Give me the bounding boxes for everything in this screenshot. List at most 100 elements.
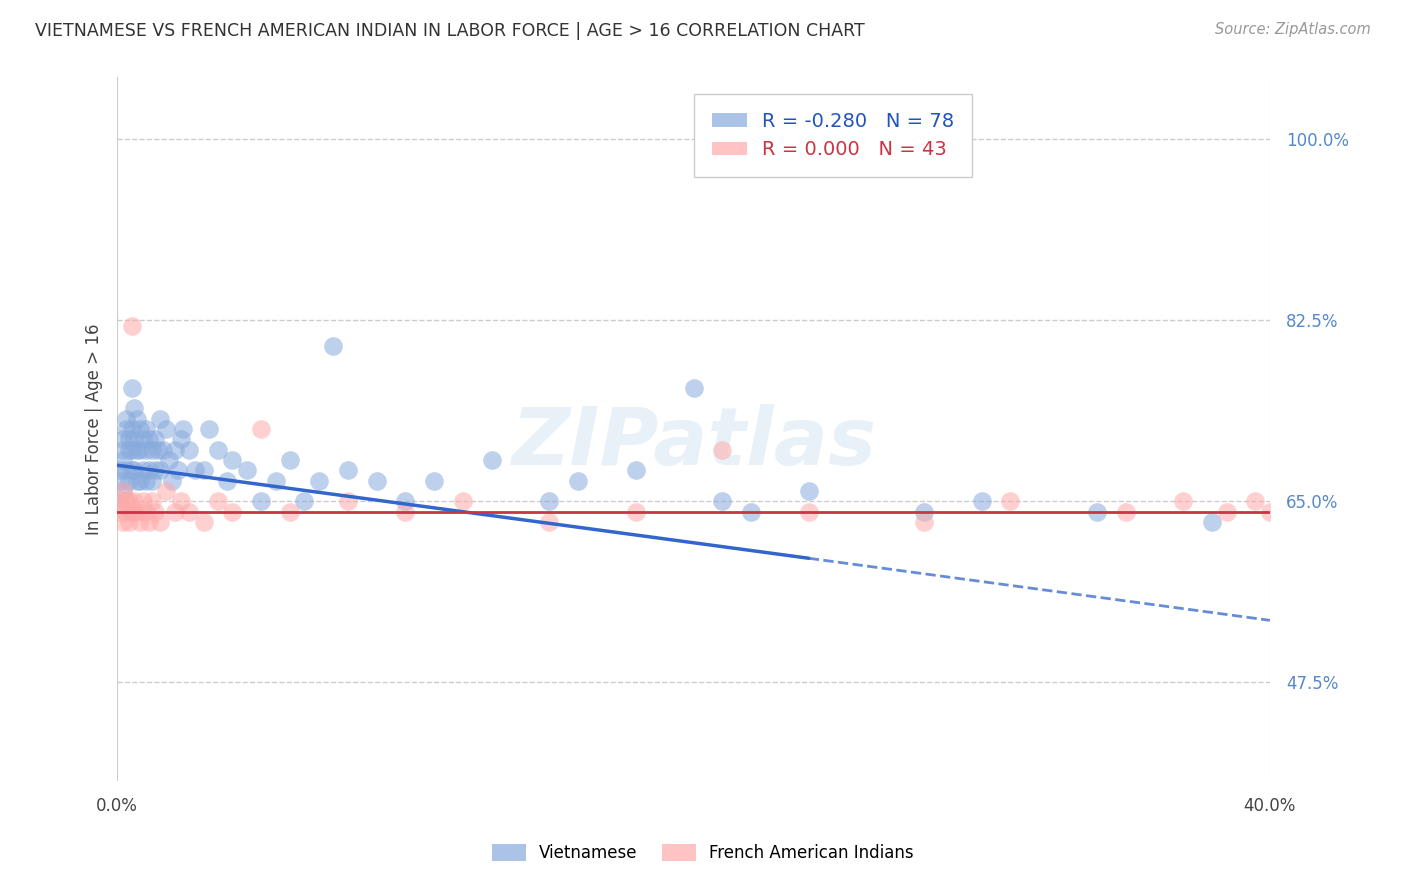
Point [169,433,191,447]
Point [169,494,191,508]
Point [143,463,166,477]
Point [111,515,134,529]
Point [163,442,186,457]
Point [322,339,344,353]
Point [1173,494,1195,508]
Point [127,442,149,457]
Point [711,442,734,457]
Point [172,422,194,436]
Point [118,433,141,447]
Point [111,433,134,447]
Point [336,463,359,477]
Point [108,474,131,488]
Point [135,474,157,488]
Legend: Vietnamese, French American Indians: Vietnamese, French American Indians [484,836,922,871]
Point [143,505,166,519]
Point [155,422,177,436]
Point [114,422,136,436]
Point [264,474,287,488]
Point [394,494,416,508]
Point [132,494,155,508]
Point [129,515,152,529]
Point [1244,494,1267,508]
Point [179,505,201,519]
Point [184,463,207,477]
Point [149,411,172,425]
Point [912,505,935,519]
Point [423,474,446,488]
Point [141,442,163,457]
Point [538,494,561,508]
Point [207,442,229,457]
Point [481,453,503,467]
Point [108,463,131,477]
Point [121,318,143,333]
Point [1115,505,1137,519]
Point [135,505,157,519]
Point [127,411,149,425]
Point [207,494,229,508]
Point [179,442,201,457]
Point [121,463,143,477]
Point [1000,494,1022,508]
Point [1201,515,1223,529]
Point [198,422,221,436]
Legend: R = -0.280   N = 78, R = 0.000   N = 43: R = -0.280 N = 78, R = 0.000 N = 43 [695,95,972,177]
Point [138,515,160,529]
Point [108,505,131,519]
Point [135,422,157,436]
Point [149,463,172,477]
Point [163,505,186,519]
Point [146,442,169,457]
Point [149,515,172,529]
Point [138,463,160,477]
Point [166,463,188,477]
Point [124,433,146,447]
Point [132,463,155,477]
Point [278,453,301,467]
Y-axis label: In Labor Force | Age > 16: In Labor Force | Age > 16 [86,323,103,535]
Point [624,505,647,519]
Point [538,515,561,529]
Point [124,463,146,477]
Point [118,494,141,508]
Point [308,474,330,488]
Point [118,474,141,488]
Point [157,453,180,467]
Point [451,494,474,508]
Point [624,463,647,477]
Point [740,505,762,519]
Point [111,484,134,499]
Point [797,505,820,519]
Point [682,381,704,395]
Point [912,515,935,529]
Point [141,494,163,508]
Point [127,505,149,519]
Point [711,494,734,508]
Point [1258,505,1281,519]
Point [278,505,301,519]
Point [193,463,215,477]
Point [114,411,136,425]
Point [129,442,152,457]
Point [141,474,163,488]
Point [121,381,143,395]
Point [336,494,359,508]
Point [124,401,146,416]
Point [132,433,155,447]
Point [155,484,177,499]
Point [567,474,589,488]
Point [143,433,166,447]
Point [114,505,136,519]
Point [160,474,183,488]
Point [127,474,149,488]
Point [129,422,152,436]
Point [250,422,273,436]
Point [394,505,416,519]
Point [124,494,146,508]
Point [114,463,136,477]
Point [121,422,143,436]
Point [114,494,136,508]
Point [108,494,131,508]
Point [111,484,134,499]
